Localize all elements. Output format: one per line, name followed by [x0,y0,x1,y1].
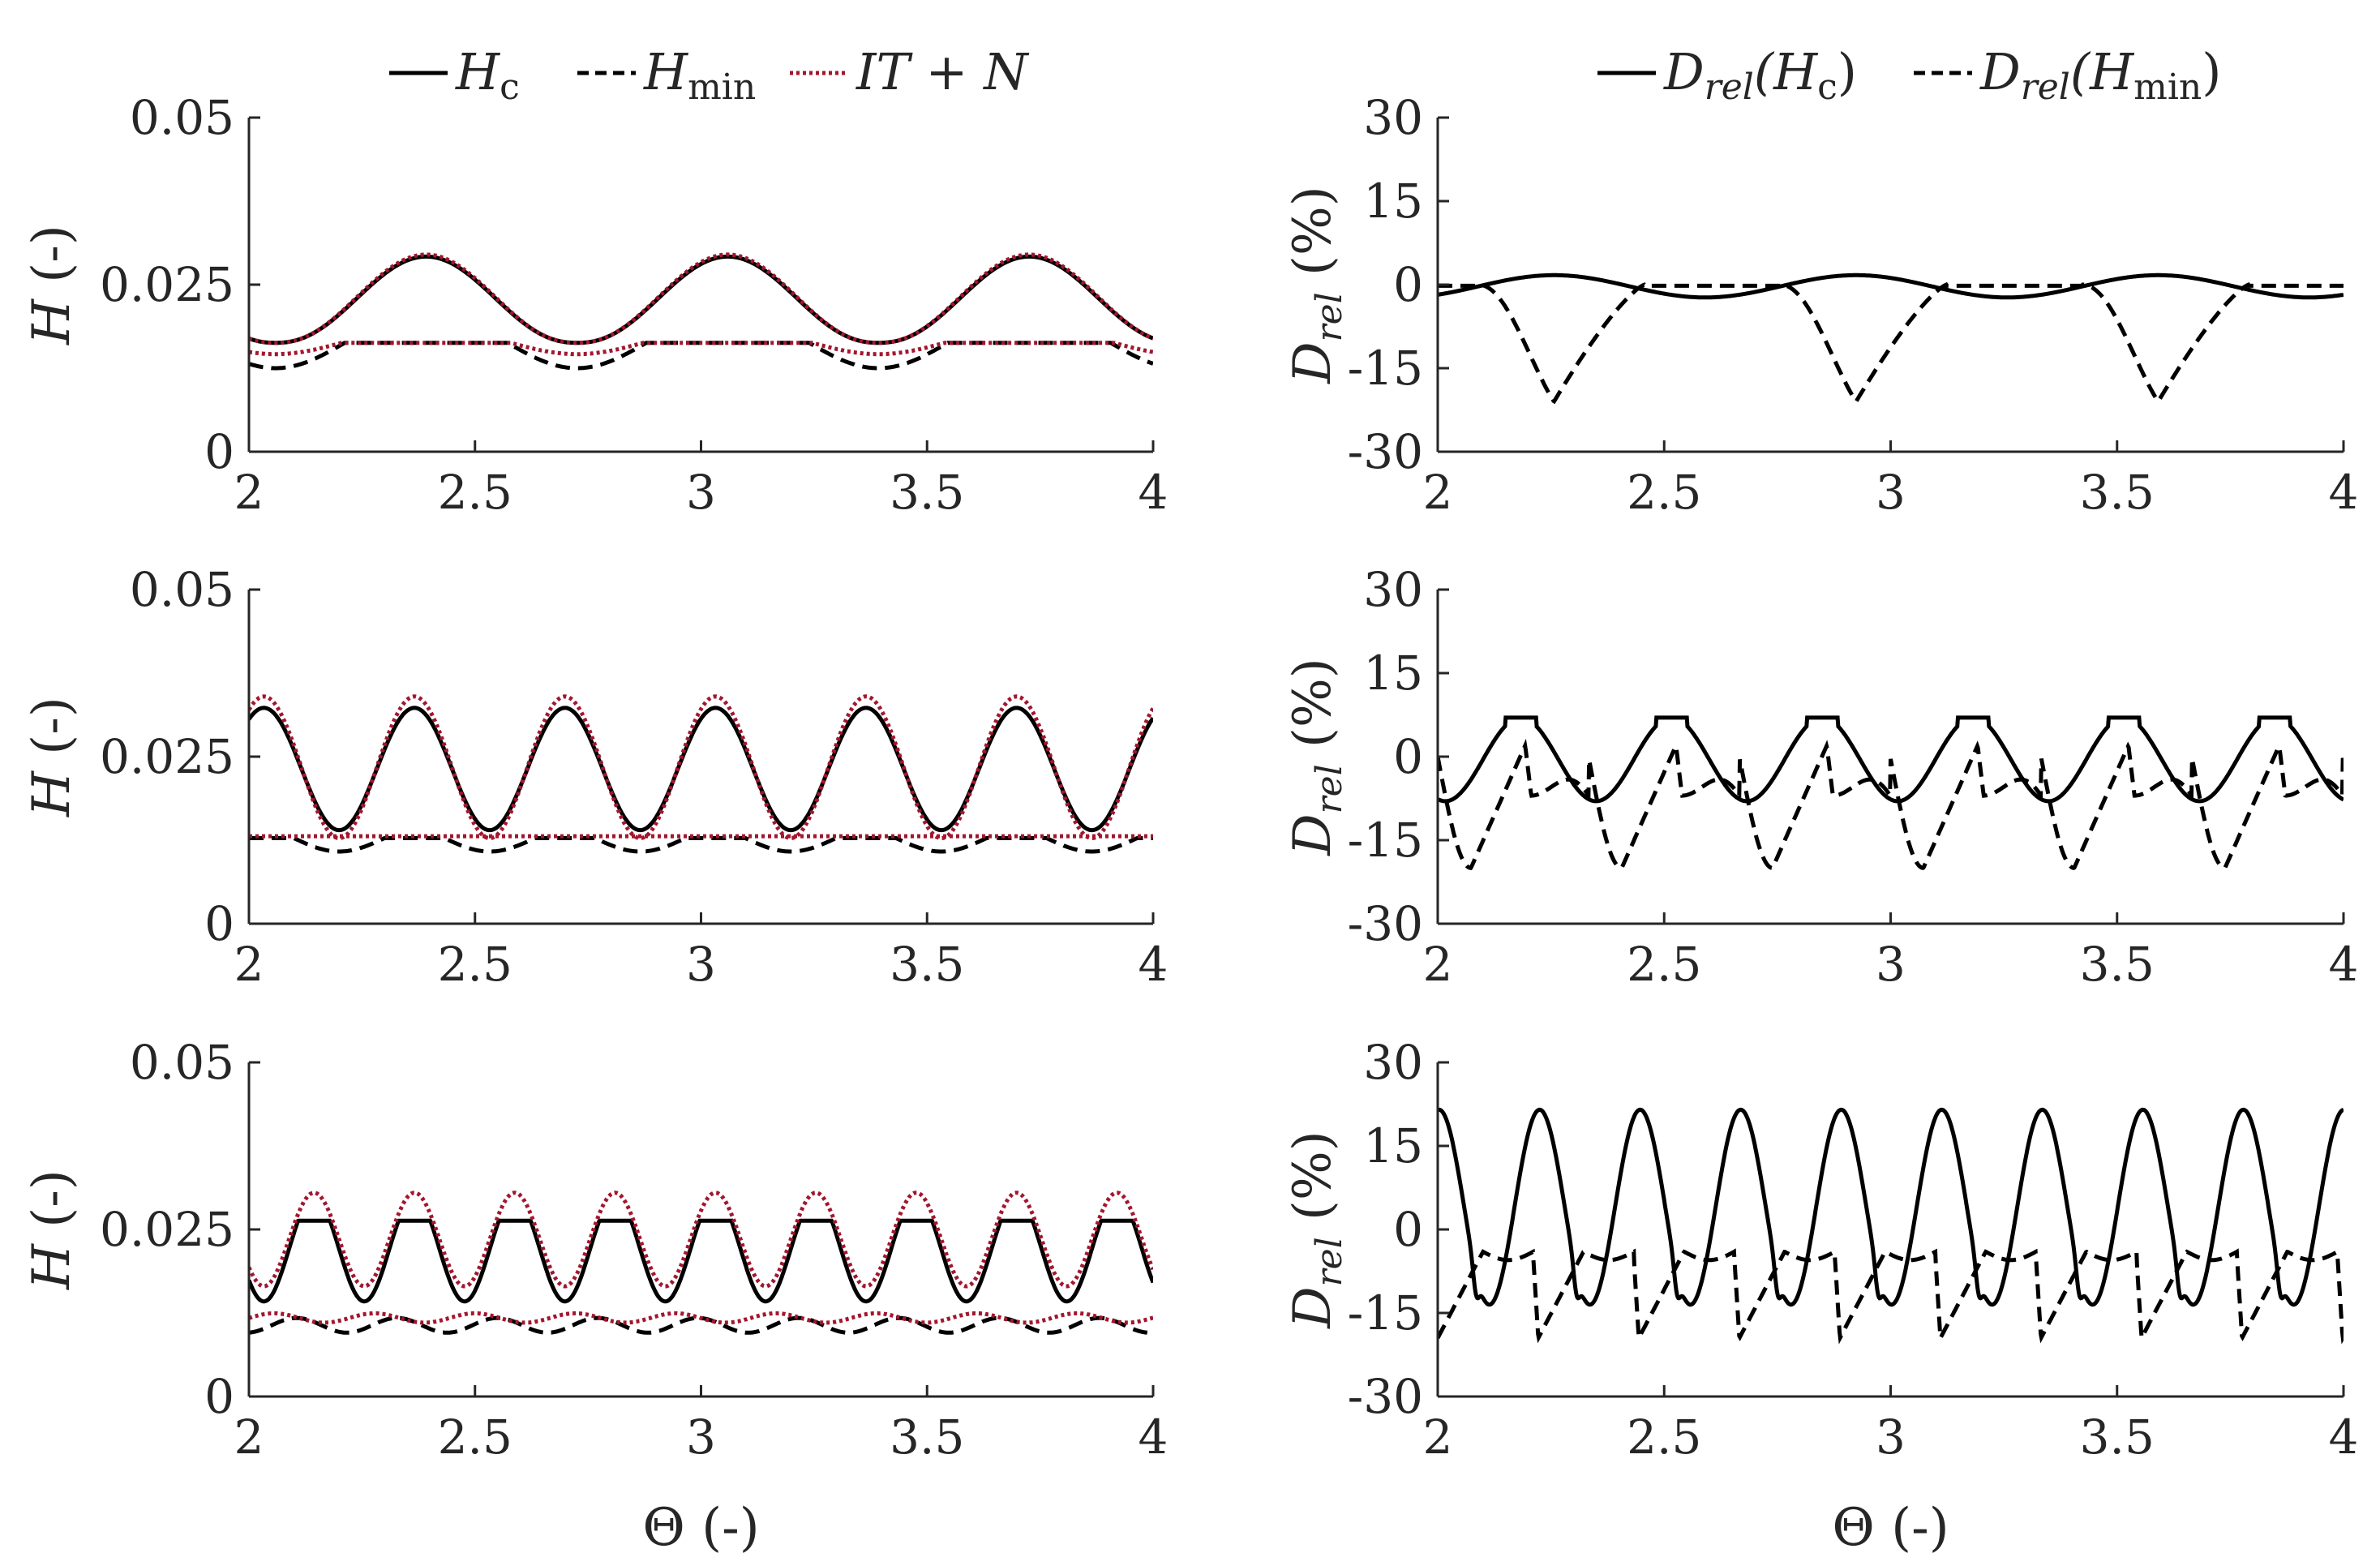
legend-item: IT + N [790,42,1030,101]
series-line-d-rel-h-c- [1438,715,2344,804]
y-tick-label: -30 [1348,424,1423,479]
x-tick-label: 2.5 [1627,937,1701,992]
y-tick-label: 0 [1393,729,1423,784]
x-tick-label: 4 [1139,465,1169,520]
legend-item: Hc [389,42,520,108]
series-line-h-min [249,836,1153,854]
series-line-d-rel-h-min- [1438,281,2344,405]
y-tick-label: 0 [204,424,234,479]
y-axis-label: Drel (%) [1283,186,1350,384]
y-tick-label: 0.025 [100,1202,234,1257]
y-tick-label: 0.025 [100,729,234,784]
x-tick-label: 2.5 [438,465,512,520]
legend-left: Hc Hmin IT + N [389,42,1030,108]
y-tick-label: 0 [1393,257,1423,312]
y-tick-label: 0.05 [130,562,234,617]
x-tick-label: 3 [686,465,716,520]
chart-panel-left-1: 2 2.5 3 3.5 4 0 0.025 0.05 H (-) [22,90,1168,520]
x-tick-label: 2 [1423,937,1453,992]
series-line-h-c [249,1218,1153,1304]
y-tick-label: 15 [1363,174,1423,229]
x-tick-label: 3.5 [890,937,964,992]
series-line-h-c [249,254,1153,345]
series-line-it-n-lower [249,1311,1153,1325]
chart-panel-left-2: 2 2.5 3 3.5 4 0 0.025 0.05 H (-) [22,562,1168,992]
x-tick-label: 2 [234,1409,264,1465]
x-tick-label: 3.5 [2080,937,2155,992]
x-tick-label: 3 [1876,465,1906,520]
y-tick-label: -30 [1348,1369,1423,1424]
series-line-it-n [249,252,1153,345]
x-tick-label: 2.5 [438,937,512,992]
y-tick-label: 15 [1363,1118,1423,1173]
x-tick-label: 2 [1423,1409,1453,1465]
x-tick-label: 2.5 [1627,1409,1701,1465]
series-line-it-n [249,694,1153,840]
x-tick-label: 3.5 [2080,1409,2155,1465]
x-tick-label: 4 [1139,1409,1169,1465]
x-tick-label: 2.5 [1627,465,1701,520]
x-tick-label: 3.5 [890,1409,964,1465]
x-tick-label: 4 [2329,1409,2359,1465]
legend-item: Drel(Hc) [1597,42,1857,108]
series-line-it-n-lower [249,341,1153,357]
legend-label: Hc [455,42,520,108]
series-line-it-n [249,1191,1153,1289]
y-tick-label: 0.05 [130,1035,234,1090]
y-tick-label: 0 [1393,1202,1423,1257]
legend-label: IT + N [856,42,1030,101]
y-axis-label: H (-) [22,697,82,817]
y-tick-label: 0.025 [100,257,234,312]
chart-panel-left-3: 2 2.5 3 3.5 4 0 0.025 0.05 H (-) Θ (-) [22,1035,1168,1558]
series-line-d-rel-h-min- [1438,738,2344,870]
x-tick-label: 4 [2329,937,2359,992]
x-tick-label: 3 [686,1409,716,1465]
y-tick-label: 30 [1363,90,1423,145]
y-tick-label: 15 [1363,646,1423,701]
x-tick-label: 4 [2329,465,2359,520]
y-axis-label: Drel (%) [1283,1131,1350,1329]
y-tick-label: -15 [1348,341,1423,396]
y-axis-label: H (-) [22,1169,82,1290]
legend-item: Drel(Hmin) [1914,42,2221,108]
x-tick-label: 3.5 [2080,465,2155,520]
x-tick-label: 2 [234,465,264,520]
y-tick-label: 30 [1363,562,1423,617]
x-tick-label: 4 [1139,937,1169,992]
legend-label: Drel(Hmin) [1979,42,2221,108]
y-tick-label: -30 [1348,896,1423,951]
x-tick-label: 2 [1423,465,1453,520]
legend-item: Hmin [577,42,756,108]
y-tick-label: -15 [1348,813,1423,868]
x-tick-label: 2 [234,937,264,992]
y-tick-label: 30 [1363,1035,1423,1090]
x-axis-label: Θ (-) [1832,1498,1949,1558]
x-axis-label: Θ (-) [642,1498,759,1558]
y-tick-label: 0.05 [130,90,234,145]
x-tick-label: 2.5 [438,1409,512,1465]
x-tick-label: 3.5 [890,465,964,520]
legend-label: Hmin [643,42,756,108]
legend-right: Drel(Hc) Drel(Hmin) [1597,42,2221,108]
x-tick-label: 3 [1876,1409,1906,1465]
y-axis-label: H (-) [22,225,82,345]
y-tick-label: 0 [204,1369,234,1424]
y-tick-label: 0 [204,896,234,951]
series-line-d-rel-h-c- [1438,1107,2344,1307]
x-tick-label: 3 [1876,937,1906,992]
y-axis-label: Drel (%) [1283,658,1350,856]
series-line-h-c [249,706,1153,833]
x-tick-label: 3 [686,937,716,992]
legend-label: Drel(Hc) [1663,42,1857,108]
series-line-h-min [249,341,1153,371]
y-tick-label: -15 [1348,1285,1423,1341]
series-line-d-rel-h-c- [1438,272,2344,300]
series-line-d-rel-h-min- [1438,1248,2344,1345]
